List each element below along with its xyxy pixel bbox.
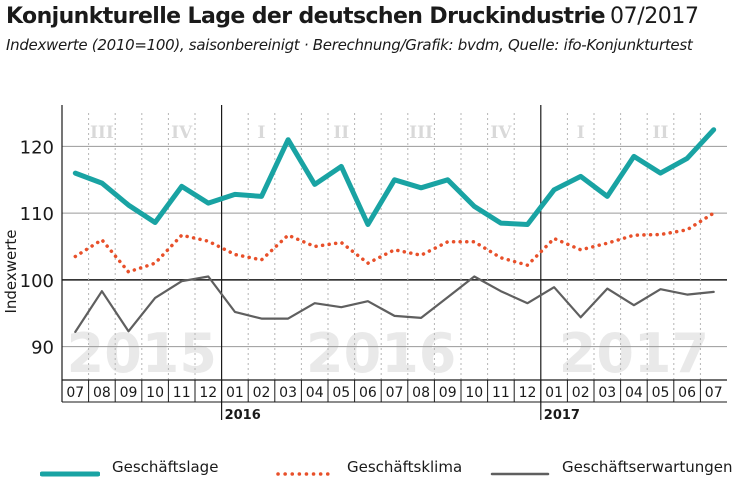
x-tick-label: 07 (705, 385, 723, 401)
y-tick-label: 90 (31, 338, 54, 359)
x-tick-label: 11 (492, 385, 510, 401)
x-tick-label: 07 (386, 385, 404, 401)
legend-label-geschaeftsklima: Geschäftsklima (347, 458, 463, 476)
x-tick-label: 02 (572, 385, 590, 401)
y-tick-label: 120 (20, 137, 54, 158)
quarter-label: IV (490, 123, 512, 143)
quarter-label: II (333, 123, 349, 143)
quarter-label: III (90, 123, 114, 143)
x-tick-label: 01 (226, 385, 244, 401)
x-tick-label: 05 (652, 385, 670, 401)
quarter-label: I (258, 123, 266, 143)
legend-swatch-geschaeftsklima (275, 463, 335, 476)
quarter-label: I (577, 123, 585, 143)
legend-label-geschaeftserwartungen: Geschäftserwartungen (562, 458, 733, 476)
chart-subtitle: Indexwerte (2010=100), saisonbereinigt ·… (6, 36, 693, 54)
legend-swatch-geschaeftserwartungen (490, 463, 550, 476)
x-tick-label: 01 (545, 385, 563, 401)
legend-label-geschaeftslage: Geschäftslage (112, 458, 219, 476)
x-tick-label: 09 (439, 385, 457, 401)
y-axis-title: Indexwerte (2, 229, 20, 313)
quarter-label: III (409, 123, 433, 143)
x-tick-label: 12 (519, 385, 537, 401)
y-tick-label: 100 (20, 271, 54, 292)
legend-item-geschaeftslage: Geschäftslage (39, 456, 219, 478)
legend-item-geschaeftsklima: Geschäftsklima (275, 456, 462, 478)
x-tick-label: 10 (146, 385, 164, 401)
x-tick-label: 11 (173, 385, 191, 401)
series-line-geschaeftsklima (73, 211, 716, 274)
chart-title-date: 07/2017 (610, 4, 699, 29)
x-tick-label: 12 (199, 385, 217, 401)
x-year-label: 2016 (225, 408, 261, 423)
x-year-label: 2017 (544, 408, 580, 423)
quarter-label: II (653, 123, 669, 143)
x-tick-label: 05 (332, 385, 350, 401)
chart-title-row: Konjunkturelle Lage der deutschen Drucki… (6, 4, 699, 29)
x-tick-label: 10 (465, 385, 483, 401)
x-tick-label: 08 (412, 385, 430, 401)
x-tick-label: 02 (253, 385, 271, 401)
x-tick-label: 09 (120, 385, 138, 401)
year-watermark: 2017 (559, 322, 709, 385)
legend-item-geschaeftserwartungen: Geschäftserwartungen (490, 456, 733, 478)
series-line-geschaeftserwartungen (74, 275, 715, 333)
quarter-label: IV (171, 123, 193, 143)
series-line-geschaeftslage (72, 127, 717, 227)
x-tick-label: 07 (66, 385, 84, 401)
x-tick-label: 06 (359, 385, 377, 401)
legend-swatch-geschaeftslage (39, 463, 101, 477)
x-tick-label: 08 (93, 385, 111, 401)
x-tick-label: 04 (306, 385, 324, 401)
y-tick-label: 110 (20, 204, 54, 225)
x-tick-label: 04 (625, 385, 643, 401)
chart-title: Konjunkturelle Lage der deutschen Drucki… (6, 4, 606, 29)
x-tick-label: 03 (598, 385, 616, 401)
x-tick-label: 03 (279, 385, 297, 401)
x-tick-label: 06 (678, 385, 696, 401)
